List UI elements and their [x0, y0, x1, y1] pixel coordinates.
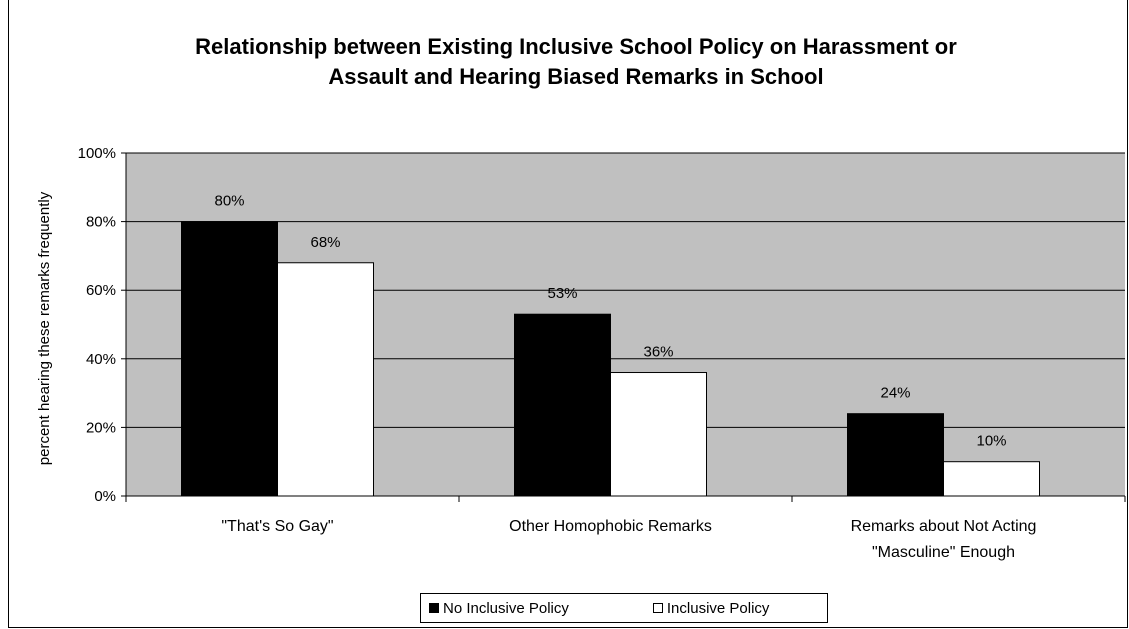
data-label: 24%: [880, 385, 910, 402]
bar-inclusive-policy: [943, 461, 1040, 497]
chart-title-line-1: Relationship between Existing Inclusive …: [195, 34, 957, 59]
chart-title-line-2: Assault and Hearing Biased Remarks in Sc…: [328, 64, 824, 89]
chart-frame: [8, 0, 1128, 628]
y-tick-label: 20%: [86, 419, 116, 436]
y-tick-label: 0%: [94, 488, 116, 505]
x-category-label: "Masculine" Enough: [872, 544, 1015, 561]
chart-title: Relationship between Existing Inclusive …: [0, 32, 1129, 92]
legend: No Inclusive Policy Inclusive Policy: [420, 593, 828, 623]
legend-label-no-policy: No Inclusive Policy: [443, 599, 569, 617]
bar-inclusive-policy: [610, 372, 707, 497]
y-tick-label: 60%: [86, 282, 116, 299]
y-axis-title: percent hearing these remarks frequently: [36, 191, 53, 465]
bar-no-policy: [847, 413, 944, 497]
data-label: 36%: [643, 344, 673, 361]
bar-no-policy: [181, 221, 278, 497]
legend-label-inclusive-policy: Inclusive Policy: [666, 599, 770, 617]
x-category-label: "That's So Gay": [221, 518, 333, 535]
x-category-label: Remarks about Not Acting: [851, 518, 1037, 535]
legend-item-no-policy: No Inclusive Policy: [429, 600, 569, 617]
legend-swatch-inclusive-policy: [652, 603, 663, 613]
y-tick-label: 40%: [86, 351, 116, 368]
data-label: 53%: [547, 285, 577, 302]
data-label: 80%: [214, 193, 244, 210]
legend-item-inclusive-policy: Inclusive Policy: [652, 599, 770, 617]
data-label: 10%: [976, 433, 1006, 450]
bar-no-policy: [514, 313, 611, 497]
bar-inclusive-policy: [277, 262, 374, 497]
y-tick-label: 100%: [78, 145, 116, 162]
data-label: 68%: [310, 234, 340, 251]
y-tick-label: 80%: [86, 214, 116, 231]
x-category-label: Other Homophobic Remarks: [509, 518, 712, 535]
legend-swatch-no-policy: [429, 603, 439, 613]
